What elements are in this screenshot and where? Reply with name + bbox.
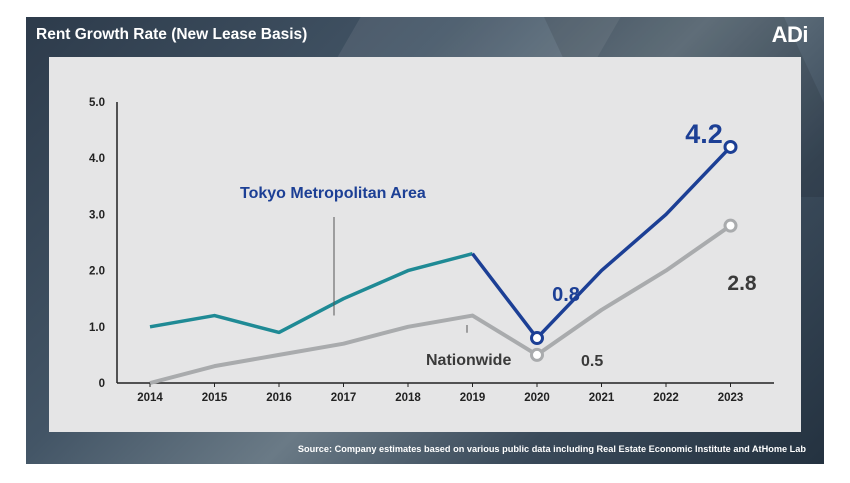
- company-logo: ADi: [771, 22, 809, 47]
- data-label: 0.8: [552, 284, 580, 306]
- data-label: 2.8: [727, 272, 757, 295]
- y-tick-label: 2.0: [89, 266, 105, 278]
- tokyo-data-point: [723, 139, 738, 154]
- chart-title: Rent Growth Rate (New Lease Basis): [36, 26, 308, 43]
- y-tick-label: 1.0: [89, 322, 105, 334]
- data-label: 0.5: [581, 353, 603, 370]
- tokyo-series-line: [149, 252, 473, 335]
- x-tick-label: 2018: [395, 392, 421, 404]
- x-tick-label: 2022: [653, 392, 679, 404]
- x-tick-label: 2021: [589, 392, 615, 404]
- y-tick-label: 4.0: [89, 153, 105, 165]
- x-tick-label: 2019: [460, 392, 486, 404]
- x-tick-label: 2015: [202, 392, 228, 404]
- tokyo-series-line-highlight: [471, 145, 732, 340]
- chart-panel: 0 1.0 2.0 3.0 4.0 5.0 2014 2015 2016 2017 2018 2019…: [49, 57, 801, 432]
- x-tick-label: 2014: [137, 392, 163, 404]
- slide-background: Rent Growth Rate (New Lease Basis) ADi 0…: [26, 17, 824, 464]
- tokyo-data-point: [530, 331, 544, 346]
- x-tick-label: 2017: [331, 392, 357, 404]
- x-tick-label: 2020: [524, 392, 550, 404]
- line-chart: 0 1.0 2.0 3.0 4.0 5.0 2014 2015 2016 2017 2018 2019…: [89, 97, 774, 404]
- y-tick-label: 3.0: [89, 209, 105, 221]
- data-label: 4.2: [685, 119, 723, 149]
- nationwide-series-label: Nationwide: [426, 352, 511, 369]
- y-tick-label: 0: [99, 378, 105, 390]
- nationwide-data-point: [530, 347, 544, 362]
- nationwide-series-line: [149, 223, 732, 385]
- x-tick-label: 2023: [718, 392, 744, 404]
- source-note: Source: Company estimates based on vario…: [297, 444, 806, 454]
- nationwide-data-point: [723, 218, 738, 233]
- tokyo-series-label: Tokyo Metropolitan Area: [240, 185, 426, 202]
- y-tick-label: 5.0: [89, 97, 105, 109]
- x-tick-label: 2016: [266, 392, 292, 404]
